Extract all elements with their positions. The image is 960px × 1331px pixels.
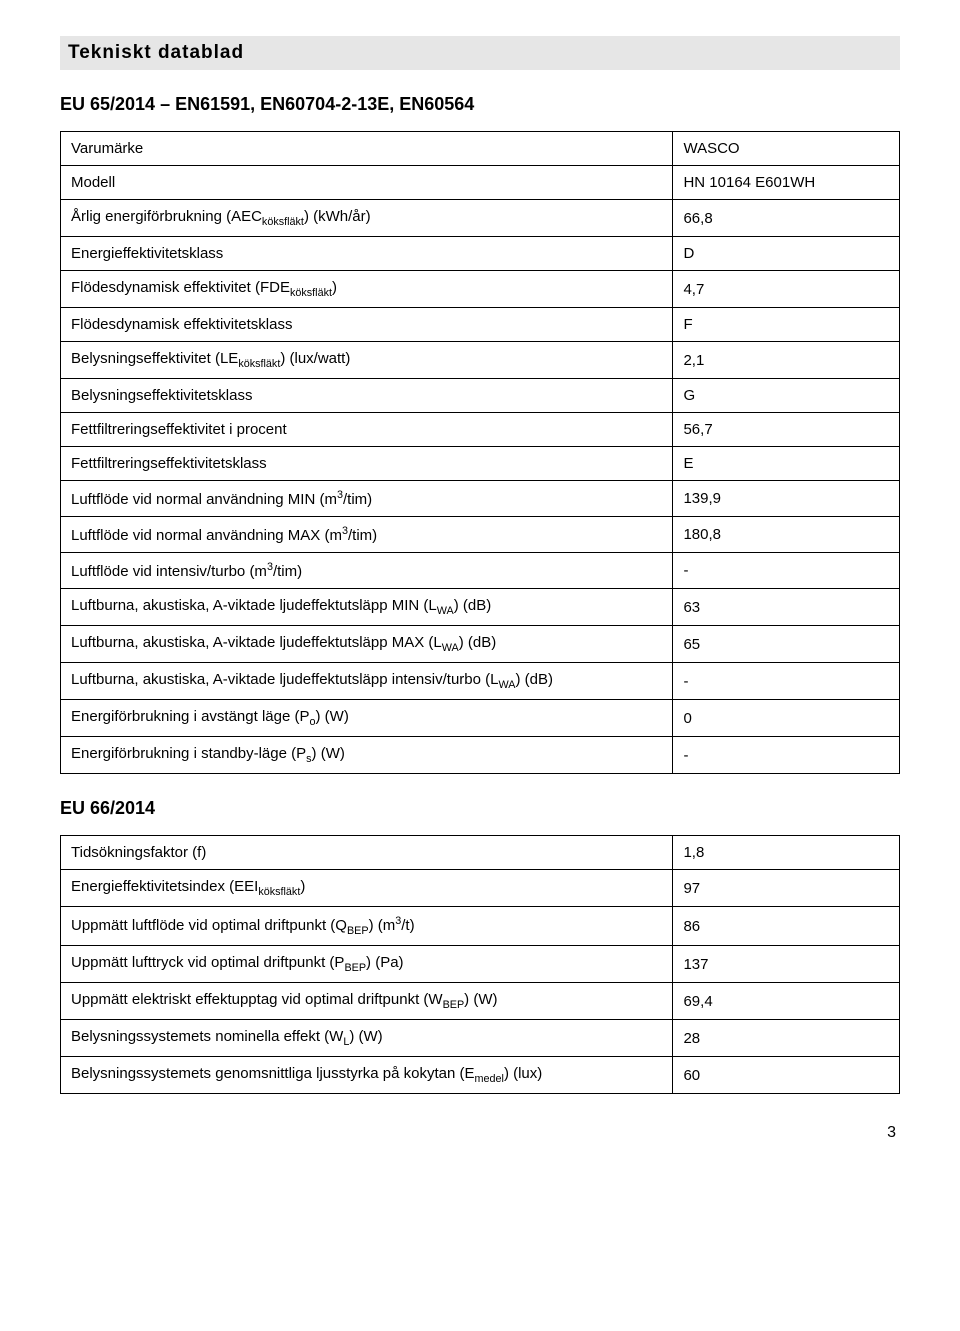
- row-label: Energieffektivitetsindex (EEIköksfläkt): [61, 870, 673, 907]
- table-row: Luftburna, akustiska, A-viktade ljudeffe…: [61, 663, 900, 700]
- row-label: Årlig energiförbrukning (AECköksfläkt) (…: [61, 200, 673, 237]
- row-value: 180,8: [673, 517, 900, 553]
- row-value: 97: [673, 870, 900, 907]
- row-value: -: [673, 737, 900, 774]
- page-number: 3: [60, 1124, 900, 1142]
- table-row: Belysningseffektivitet (LEköksfläkt) (lu…: [61, 342, 900, 379]
- table-row: Energiförbrukning i standby-läge (Ps) (W…: [61, 737, 900, 774]
- row-value: HN 10164 E601WH: [673, 166, 900, 200]
- table-section1: VarumärkeWASCOModellHN 10164 E601WHÅrlig…: [60, 131, 900, 774]
- row-value: -: [673, 553, 900, 589]
- table-row: FettfiltreringseffektivitetsklassE: [61, 447, 900, 481]
- row-label: Belysningseffektivitetsklass: [61, 379, 673, 413]
- table-row: Luftflöde vid normal användning MIN (m3/…: [61, 481, 900, 517]
- section1-title: EU 65/2014 – EN61591, EN60704-2-13E, EN6…: [60, 94, 900, 115]
- row-label: Energiförbrukning i avstängt läge (Po) (…: [61, 700, 673, 737]
- row-label: Modell: [61, 166, 673, 200]
- row-value: G: [673, 379, 900, 413]
- row-value: 66,8: [673, 200, 900, 237]
- table-row: Flödesdynamisk effektivitet (FDEköksfläk…: [61, 271, 900, 308]
- table-row: Luftburna, akustiska, A-viktade ljudeffe…: [61, 626, 900, 663]
- row-value: 4,7: [673, 271, 900, 308]
- page: Tekniskt datablad EU 65/2014 – EN61591, …: [0, 0, 960, 1178]
- row-value: 0: [673, 700, 900, 737]
- row-value: 65: [673, 626, 900, 663]
- row-label: Belysningssystemets genomsnittliga ljuss…: [61, 1057, 673, 1094]
- row-label: Luftburna, akustiska, A-viktade ljudeffe…: [61, 663, 673, 700]
- row-label: Uppmätt lufttryck vid optimal driftpunkt…: [61, 946, 673, 983]
- table-section2-body: Tidsökningsfaktor (f)1,8Energieffektivit…: [61, 836, 900, 1094]
- row-value: 63: [673, 589, 900, 626]
- table-row: VarumärkeWASCO: [61, 132, 900, 166]
- table-row: EnergieffektivitetsklassD: [61, 237, 900, 271]
- table-row: ModellHN 10164 E601WH: [61, 166, 900, 200]
- row-label: Luftflöde vid intensiv/turbo (m3/tim): [61, 553, 673, 589]
- row-label: Uppmätt elektriskt effektupptag vid opti…: [61, 983, 673, 1020]
- row-label: Luftburna, akustiska, A-viktade ljudeffe…: [61, 589, 673, 626]
- row-label: Belysningssystemets nominella effekt (WL…: [61, 1020, 673, 1057]
- row-label: Flödesdynamisk effektivitet (FDEköksfläk…: [61, 271, 673, 308]
- row-label: Uppmätt luftflöde vid optimal driftpunkt…: [61, 907, 673, 946]
- table-row: BelysningseffektivitetsklassG: [61, 379, 900, 413]
- table-row: Luftflöde vid normal användning MAX (m3/…: [61, 517, 900, 553]
- row-label: Luftflöde vid normal användning MAX (m3/…: [61, 517, 673, 553]
- row-value: 69,4: [673, 983, 900, 1020]
- table-row: Energieffektivitetsindex (EEIköksfläkt)9…: [61, 870, 900, 907]
- row-label: Tidsökningsfaktor (f): [61, 836, 673, 870]
- row-value: 2,1: [673, 342, 900, 379]
- section2-title: EU 66/2014: [60, 798, 900, 819]
- row-value: D: [673, 237, 900, 271]
- table-row: Energiförbrukning i avstängt läge (Po) (…: [61, 700, 900, 737]
- row-value: 139,9: [673, 481, 900, 517]
- row-value: 60: [673, 1057, 900, 1094]
- table-row: Belysningssystemets nominella effekt (WL…: [61, 1020, 900, 1057]
- document-title: Tekniskt datablad: [60, 36, 900, 70]
- row-value: 1,8: [673, 836, 900, 870]
- row-label: Energieffektivitetsklass: [61, 237, 673, 271]
- row-label: Flödesdynamisk effektivitetsklass: [61, 308, 673, 342]
- row-value: -: [673, 663, 900, 700]
- table-row: Belysningssystemets genomsnittliga ljuss…: [61, 1057, 900, 1094]
- row-value: 56,7: [673, 413, 900, 447]
- row-label: Fettfiltreringseffektivitetsklass: [61, 447, 673, 481]
- table-row: Uppmätt elektriskt effektupptag vid opti…: [61, 983, 900, 1020]
- table-row: Uppmätt luftflöde vid optimal driftpunkt…: [61, 907, 900, 946]
- row-label: Luftburna, akustiska, A-viktade ljudeffe…: [61, 626, 673, 663]
- row-value: WASCO: [673, 132, 900, 166]
- table-row: Uppmätt lufttryck vid optimal driftpunkt…: [61, 946, 900, 983]
- row-label: Belysningseffektivitet (LEköksfläkt) (lu…: [61, 342, 673, 379]
- row-value: 28: [673, 1020, 900, 1057]
- row-label: Varumärke: [61, 132, 673, 166]
- row-label: Luftflöde vid normal användning MIN (m3/…: [61, 481, 673, 517]
- table-row: Luftburna, akustiska, A-viktade ljudeffe…: [61, 589, 900, 626]
- row-label: Fettfiltreringseffektivitet i procent: [61, 413, 673, 447]
- row-value: 137: [673, 946, 900, 983]
- row-value: F: [673, 308, 900, 342]
- table-row: Fettfiltreringseffektivitet i procent56,…: [61, 413, 900, 447]
- row-label: Energiförbrukning i standby-läge (Ps) (W…: [61, 737, 673, 774]
- table-section2: Tidsökningsfaktor (f)1,8Energieffektivit…: [60, 835, 900, 1094]
- table-row: Luftflöde vid intensiv/turbo (m3/tim)-: [61, 553, 900, 589]
- table-section1-body: VarumärkeWASCOModellHN 10164 E601WHÅrlig…: [61, 132, 900, 774]
- row-value: E: [673, 447, 900, 481]
- row-value: 86: [673, 907, 900, 946]
- table-row: Årlig energiförbrukning (AECköksfläkt) (…: [61, 200, 900, 237]
- table-row: Tidsökningsfaktor (f)1,8: [61, 836, 900, 870]
- table-row: Flödesdynamisk effektivitetsklassF: [61, 308, 900, 342]
